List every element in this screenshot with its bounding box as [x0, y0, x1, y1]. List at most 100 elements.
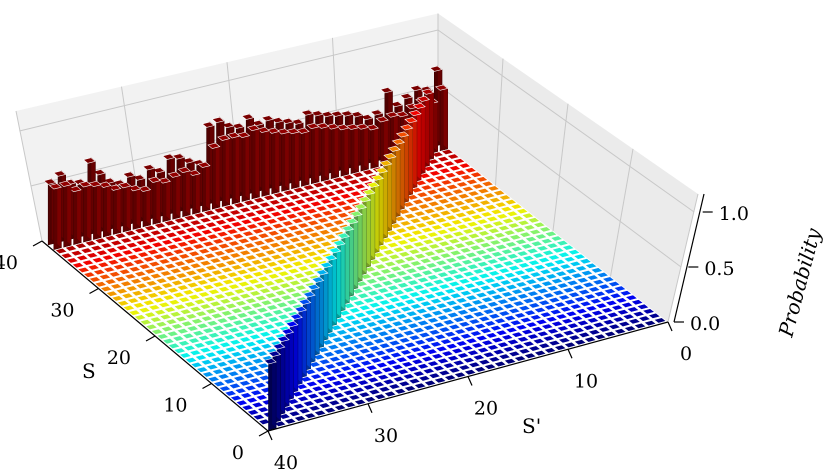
bar-top	[306, 392, 320, 400]
bar	[526, 290, 540, 297]
bar-top	[390, 320, 405, 327]
bar-top	[246, 409, 260, 416]
bar-top	[378, 299, 392, 306]
bar	[434, 217, 448, 224]
bar-top	[299, 246, 313, 253]
bar-top	[523, 309, 537, 316]
bar	[365, 278, 379, 285]
bar-top	[169, 267, 183, 275]
bar-top	[213, 336, 227, 344]
bar	[501, 217, 515, 225]
bar	[505, 210, 519, 217]
bar	[246, 409, 260, 416]
bar-top	[360, 328, 375, 335]
bar-top	[230, 307, 244, 314]
bar-top	[153, 222, 167, 229]
bar-top	[212, 380, 226, 388]
bar	[641, 308, 656, 315]
bar	[440, 221, 454, 228]
bar	[372, 381, 386, 388]
bar	[312, 181, 326, 189]
bar	[377, 386, 392, 393]
bar-top	[527, 259, 541, 266]
bar-side	[416, 109, 422, 181]
bar-top	[126, 297, 140, 304]
bar	[581, 281, 596, 288]
bar-top	[252, 282, 267, 290]
bar-top	[574, 308, 589, 315]
bar	[266, 127, 280, 195]
bar-top	[383, 152, 397, 160]
bar	[487, 270, 501, 277]
bar	[397, 294, 412, 301]
bar	[221, 278, 235, 286]
bar-top	[207, 288, 221, 295]
bar-top	[522, 340, 536, 348]
bar-top	[517, 262, 531, 269]
bar-top	[447, 367, 462, 374]
bar-top	[453, 242, 467, 249]
bar-top	[462, 357, 476, 364]
bar-top	[486, 344, 500, 351]
s-tick	[258, 430, 269, 437]
bar-side	[365, 195, 371, 267]
bar	[283, 417, 297, 425]
bar	[87, 264, 101, 271]
s-tick-label: 20	[107, 347, 131, 369]
bar	[235, 399, 249, 407]
z-tick-label: 1.0	[719, 203, 749, 225]
bar	[235, 268, 250, 276]
bar	[258, 287, 272, 294]
bar-top	[447, 280, 461, 288]
bar	[377, 256, 392, 263]
bar-top	[546, 285, 560, 292]
bar	[553, 301, 567, 308]
bar	[228, 295, 242, 302]
bar-top	[149, 272, 163, 280]
bar-top	[220, 310, 234, 317]
bar-top	[583, 336, 597, 343]
bar	[293, 241, 308, 248]
bar	[523, 352, 537, 359]
bar-top	[282, 275, 296, 282]
bar	[259, 343, 274, 350]
bar-top	[459, 333, 473, 340]
bar-top	[252, 413, 266, 421]
bar	[479, 284, 493, 291]
bar	[210, 312, 224, 320]
bar-top	[315, 205, 329, 212]
bar-top	[345, 370, 359, 377]
bar	[223, 247, 237, 254]
bar-top	[116, 300, 130, 307]
bar	[408, 217, 423, 224]
bar	[489, 282, 503, 289]
bar	[155, 234, 169, 241]
bar	[142, 299, 156, 306]
bar-top	[516, 336, 530, 343]
bar-top	[410, 315, 425, 322]
bar	[256, 406, 270, 413]
bar-top	[220, 353, 234, 361]
bar-top	[259, 256, 274, 263]
bar	[60, 252, 74, 259]
bar-top	[331, 336, 345, 343]
bar	[313, 366, 328, 373]
bar	[421, 238, 436, 245]
probability-axis-title: Probability	[773, 225, 825, 340]
bar-top	[402, 286, 416, 293]
bar-top	[451, 188, 465, 195]
bar-top	[463, 240, 477, 247]
bar	[623, 325, 637, 332]
bar-top	[550, 320, 564, 327]
bar	[407, 248, 421, 255]
bar-top	[250, 259, 264, 266]
bar-top	[490, 293, 504, 301]
bar	[201, 240, 215, 248]
bar	[403, 341, 417, 349]
bar	[251, 228, 265, 235]
bar	[423, 336, 437, 343]
bar	[313, 236, 328, 243]
bar	[171, 291, 186, 299]
bar-top	[457, 278, 471, 285]
bar	[244, 254, 258, 261]
